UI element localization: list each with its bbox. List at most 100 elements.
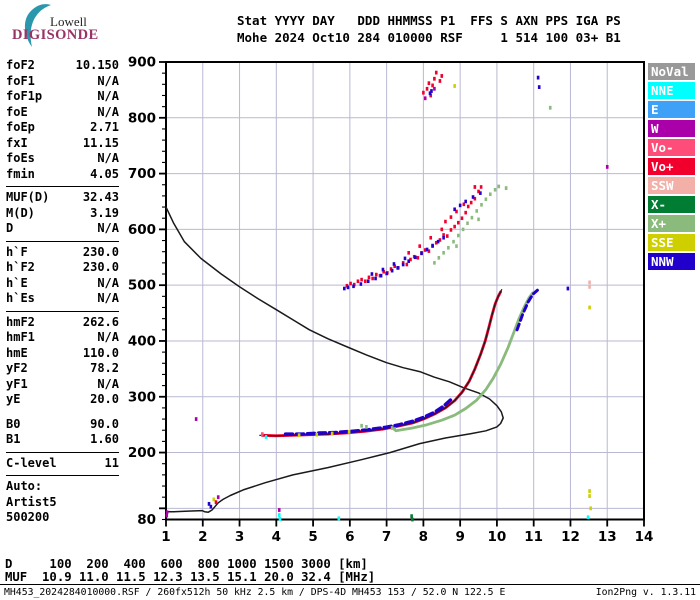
parameter-value: 78.2 bbox=[90, 361, 119, 375]
sporadic-echo-dot bbox=[337, 516, 341, 521]
sporadic-echo-dot bbox=[277, 513, 281, 517]
parameter-row: hmE 110.0 bbox=[6, 346, 119, 362]
parameter-value: N/A bbox=[97, 330, 119, 344]
plot-frame bbox=[165, 61, 645, 521]
y-axis-label: 200 bbox=[128, 445, 156, 461]
sporadic-echo-dot bbox=[261, 432, 264, 437]
series-second-hop-o-dot bbox=[440, 227, 444, 232]
sporadic-echo-dot bbox=[430, 89, 433, 93]
parameter-value: N/A bbox=[97, 89, 119, 103]
sporadic-echo-dot bbox=[588, 305, 591, 310]
parameter-value: 90.0 bbox=[90, 416, 119, 431]
parameter-value: N/A bbox=[97, 221, 119, 235]
series-second-hop-o-dot bbox=[455, 209, 458, 214]
x-axis-label: 6 bbox=[345, 529, 354, 545]
sporadic-echo-dot bbox=[165, 510, 169, 515]
legend-item-nnw: NNW bbox=[648, 253, 695, 270]
parameter-label: B1 bbox=[6, 432, 21, 446]
x-axis-label: 5 bbox=[308, 529, 317, 545]
series-second-hop-o-dot bbox=[418, 244, 422, 248]
parameter-value: 10.150 bbox=[75, 58, 119, 72]
series-second-hop-nnw-dot bbox=[370, 272, 374, 276]
sporadic-echo-dot bbox=[431, 83, 434, 88]
series-second-hop-x-dot bbox=[433, 261, 436, 265]
series-second-hop-nnw-dot bbox=[413, 255, 417, 260]
sporadic-echo-dot bbox=[194, 417, 198, 421]
parameter-row: B1 1.60 bbox=[6, 432, 119, 448]
y-axis-label: 700 bbox=[128, 166, 156, 182]
sporadic-echo-dot bbox=[589, 506, 592, 511]
legend-item-w: W bbox=[648, 120, 695, 137]
x-axis-label: 2 bbox=[198, 529, 207, 545]
sporadic-echo-dot bbox=[390, 426, 394, 430]
series-second-hop-x-dot bbox=[457, 233, 460, 238]
series-second-hop-o-dot bbox=[371, 276, 374, 281]
sporadic-echo-dot bbox=[427, 81, 431, 86]
sporadic-echo-dot bbox=[422, 90, 425, 95]
series-second-hop-o-dot bbox=[473, 196, 477, 201]
sporadic-echo-dot bbox=[429, 93, 433, 98]
series-second-hop-x-dot bbox=[470, 215, 474, 220]
parameter-row: C-level 11 bbox=[6, 456, 119, 472]
parameter-label: C-level bbox=[6, 455, 57, 470]
series-second-hop-nnw-dot bbox=[431, 243, 434, 248]
parameter-row: foEp 2.71 bbox=[6, 120, 119, 136]
echo-type-legend: NoVal NNE E W Vo- Vo+ SSW X- X+ SSE NNW bbox=[648, 63, 695, 272]
parameter-label: h`F2 bbox=[6, 260, 35, 274]
parameter-value: N/A bbox=[97, 73, 119, 88]
sporadic-echo-dot bbox=[277, 508, 281, 512]
legend-item-vo: Vo+ bbox=[648, 158, 695, 175]
series-second-hop-o-dot bbox=[367, 275, 371, 280]
parameter-value: 230.0 bbox=[82, 260, 119, 274]
series-second-hop-nnw-dot bbox=[401, 262, 405, 267]
parameter-label: foEp bbox=[6, 120, 35, 134]
series-second-hop-nnw-dot bbox=[425, 247, 429, 252]
legend-item-x: X- bbox=[648, 196, 695, 213]
sporadic-echo-dot bbox=[434, 70, 438, 75]
series-second-hop-o-dot bbox=[409, 257, 412, 262]
sporadic-echo-dot bbox=[440, 74, 444, 78]
series-second-hop-nnw-dot bbox=[381, 267, 385, 272]
sporadic-echo-dot bbox=[586, 515, 590, 520]
series-second-hop-o-dot bbox=[460, 216, 464, 221]
series-second-hop-o-dot bbox=[434, 240, 438, 245]
parameter-row: fmin 4.05 bbox=[6, 167, 119, 183]
x-axis-label: 10 bbox=[488, 529, 507, 545]
series-second-hop-nnw-dot bbox=[453, 207, 456, 212]
parameter-value: N/A bbox=[97, 376, 119, 391]
sporadic-echo-dot bbox=[264, 435, 268, 439]
parameter-row: h`E N/A bbox=[6, 276, 119, 292]
series-o-trace bbox=[260, 290, 502, 438]
parameter-label: yF1 bbox=[6, 376, 28, 391]
digisonde-arc-icon bbox=[24, 4, 51, 48]
parameter-row: h`Es N/A bbox=[6, 291, 119, 307]
sporadic-echo-dot bbox=[566, 286, 570, 291]
y-axis-label: 800 bbox=[128, 110, 156, 126]
series-second-hop-o-dot bbox=[453, 224, 456, 229]
series-second-hop-nnw-dot bbox=[479, 191, 482, 195]
parameter-label: foF1 bbox=[6, 73, 35, 88]
parameter-value: N/A bbox=[97, 151, 119, 165]
scaled-parameters-panel: foF2 10.150 foF1 N/A foF1p N/A foE N/A foEp 2.71 f… bbox=[6, 58, 119, 526]
sporadic-echo-dot bbox=[588, 284, 591, 289]
series-second-hop-o-dot bbox=[429, 235, 433, 240]
sporadic-echo-dot bbox=[209, 504, 213, 509]
parameter-row: hmF2 262.6 bbox=[6, 315, 119, 331]
series-second-hop-o-dot bbox=[445, 234, 449, 238]
x-axis-label: 14 bbox=[635, 529, 654, 545]
parameter-value: 11 bbox=[104, 455, 119, 470]
series-second-hop-o-dot bbox=[423, 248, 427, 252]
parameter-row: yE 20.0 bbox=[6, 392, 119, 408]
panel-divider bbox=[6, 451, 119, 453]
parameter-row: fxI 11.15 bbox=[6, 136, 119, 152]
x-axis-label: 1 bbox=[161, 529, 170, 545]
sporadic-echo-dot bbox=[330, 431, 334, 436]
panel-divider bbox=[6, 240, 119, 242]
series-second-hop-x-dot bbox=[455, 244, 458, 248]
autoscaling-info-line: Artist5 bbox=[6, 494, 57, 509]
panel-divider bbox=[6, 310, 119, 312]
series-o-trace-fit bbox=[259, 289, 503, 437]
series-second-hop-o-dot bbox=[405, 262, 409, 267]
parameter-value: 11.15 bbox=[82, 135, 119, 150]
series-second-hop-nnw-dot bbox=[436, 239, 440, 244]
